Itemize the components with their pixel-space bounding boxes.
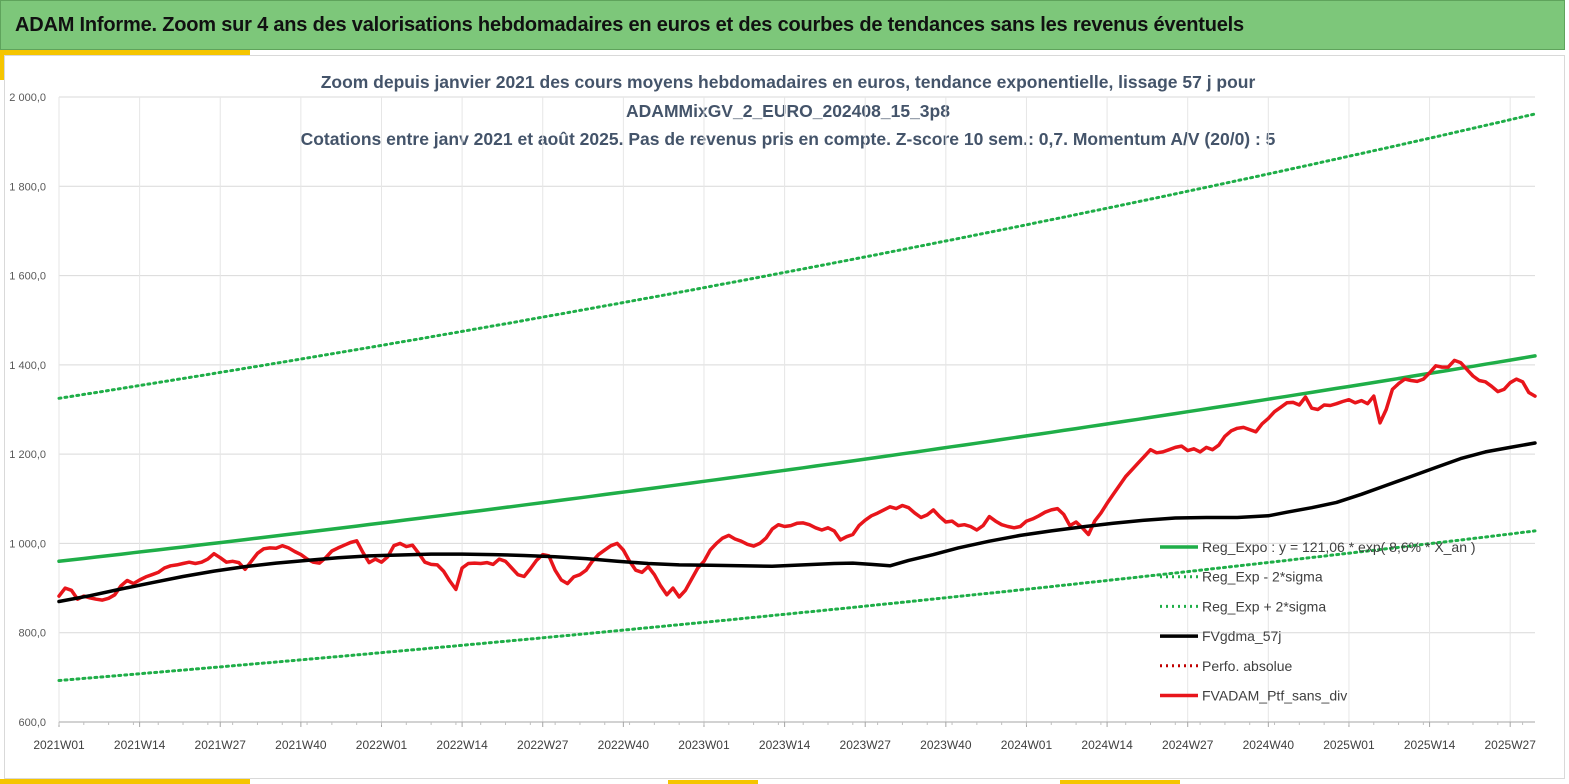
- legend-label: FVgdma_57j: [1202, 628, 1281, 644]
- series-line-3: [57, 441, 1537, 604]
- x-tick-label: 2024W01: [1001, 738, 1053, 752]
- y-tick-label: 1 800,0: [9, 181, 46, 193]
- x-tick-label: 2021W27: [195, 738, 247, 752]
- legend: Reg_Expo : y = 121,06 * exp( 8,6% * X_an…: [1160, 539, 1476, 704]
- chart-title-line-3: Cotations entre janv 2021 et août 2025. …: [301, 129, 1276, 149]
- legend-label: Reg_Exp - 2*sigma: [1202, 569, 1323, 585]
- series-line-0: [57, 354, 1537, 564]
- legend-label: Reg_Expo : y = 121,06 * exp( 8,6% * X_an…: [1202, 539, 1476, 555]
- y-axis-ticks: 600,0 800,0 1 000,0 1 200,0 1 400,0 1 600,0 1 …: [9, 92, 46, 729]
- x-tick-label: 2025W01: [1323, 738, 1375, 752]
- grid: [58, 96, 1535, 723]
- series-lines: [57, 112, 1537, 682]
- y-tick-label: 2 000,0: [9, 92, 46, 104]
- y-tick-label: 1 000,0: [9, 538, 46, 550]
- x-tick-label: 2024W27: [1162, 738, 1214, 752]
- accent-bar-bottom: [0, 779, 250, 784]
- legend-label: Reg_Exp + 2*sigma: [1202, 598, 1326, 614]
- y-tick-label: 1 200,0: [9, 449, 46, 461]
- x-axis-ticks: 2021W01 2021W14 2021W27 2021W40 2022W01 2022W…: [33, 722, 1536, 752]
- accent-bar-top: [0, 50, 250, 55]
- y-tick-label: 1 400,0: [9, 360, 46, 372]
- legend-label: FVADAM_Ptf_sans_div: [1202, 688, 1347, 704]
- series-line-2: [57, 112, 1537, 400]
- x-tick-label: 2021W40: [275, 738, 327, 752]
- x-tick-label: 2023W40: [920, 738, 972, 752]
- x-tick-label: 2021W01: [33, 738, 85, 752]
- x-tick-label: 2024W14: [1081, 738, 1133, 752]
- accent-bar-bottom-right: [1060, 780, 1180, 784]
- y-tick-label: 800,0: [18, 628, 46, 640]
- x-tick-label: 2024W40: [1243, 738, 1295, 752]
- x-tick-label: 2025W14: [1404, 738, 1456, 752]
- x-tick-label: 2023W14: [759, 738, 811, 752]
- x-tick-label: 2022W01: [356, 738, 408, 752]
- legend-label: Perfo. absolue: [1202, 658, 1292, 674]
- chart-frame: [4, 55, 1565, 779]
- y-tick-label: 600,0: [18, 717, 46, 729]
- report-banner: ADAM Informe. Zoom sur 4 ans des valoris…: [0, 0, 1565, 50]
- series-line-5: [57, 358, 1537, 602]
- x-tick-label: 2023W27: [840, 738, 892, 752]
- x-tick-label: 2022W40: [598, 738, 650, 752]
- x-tick-label: 2025W27: [1485, 738, 1537, 752]
- chart-title-line-1: Zoom depuis janvier 2021 des cours moyen…: [321, 72, 1256, 92]
- chart-title: Zoom depuis janvier 2021 des cours moyen…: [301, 72, 1276, 149]
- x-tick-label: 2022W27: [517, 738, 569, 752]
- x-tick-label: 2022W14: [436, 738, 488, 752]
- chart-title-line-2: ADAMMixGV_2_EURO_202408_15_3p8: [626, 101, 950, 121]
- y-tick-label: 1 600,0: [9, 271, 46, 283]
- x-tick-label: 2021W14: [114, 738, 166, 752]
- series-line-1: [57, 529, 1537, 682]
- banner-title: ADAM Informe. Zoom sur 4 ans des valoris…: [15, 13, 1244, 36]
- x-tick-label: 2023W01: [678, 738, 730, 752]
- accent-bar-left: [0, 50, 5, 80]
- accent-bar-bottom-mid: [668, 780, 758, 784]
